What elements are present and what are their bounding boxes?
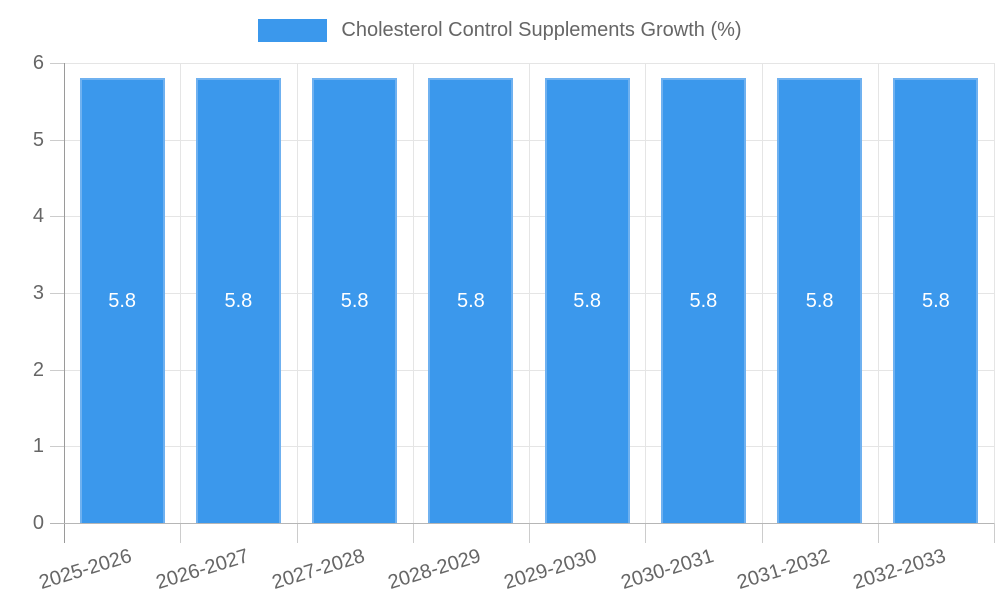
x-tick-label: 2026-2027 <box>153 544 252 594</box>
x-tick-label: 2025-2026 <box>36 544 135 594</box>
bar[interactable]: 5.8 <box>660 78 746 523</box>
y-axis-tick <box>50 139 64 141</box>
x-gridline <box>180 63 182 523</box>
bar-value-label: 5.8 <box>689 290 718 313</box>
bar-value-label: 5.8 <box>805 290 834 313</box>
chart-legend[interactable]: Cholesterol Control Supplements Growth (… <box>0 19 1000 42</box>
bar[interactable]: 5.8 <box>777 78 863 523</box>
x-tick-label: 2029-2030 <box>501 544 600 594</box>
bar-value-label: 5.8 <box>108 290 137 313</box>
x-axis-tick <box>180 523 182 543</box>
y-tick-label: 2 <box>32 358 44 381</box>
x-gridline <box>761 63 763 523</box>
x-axis-line <box>50 523 994 524</box>
y-tick-label: 1 <box>32 435 44 458</box>
legend-swatch <box>258 19 328 42</box>
y-axis-tick <box>50 369 64 371</box>
x-tick-label: 2030-2031 <box>618 544 717 594</box>
y-tick-label: 6 <box>32 52 44 74</box>
bar-value-label: 5.8 <box>224 290 253 313</box>
bar[interactable]: 5.8 <box>312 78 398 523</box>
bar-value-label: 5.8 <box>456 290 485 313</box>
y-tick-label: 4 <box>32 205 44 228</box>
x-gridline <box>412 63 414 523</box>
y-axis-tick <box>50 63 64 64</box>
x-gridline <box>645 63 647 523</box>
x-gridline <box>994 63 995 523</box>
y-tick-label: 0 <box>32 512 44 534</box>
bar-value-label: 5.8 <box>340 290 369 313</box>
x-tick-label: 2032-2033 <box>850 544 949 594</box>
x-axis-tick <box>994 523 995 543</box>
y-axis-tick <box>50 293 64 294</box>
x-axis-tick <box>645 523 647 543</box>
bar[interactable]: 5.8 <box>428 78 514 523</box>
y-axis-line <box>64 63 65 543</box>
bar[interactable]: 5.8 <box>79 78 165 523</box>
legend-title-label: Cholesterol Control Supplements Growth (… <box>341 19 742 41</box>
x-axis-tick <box>412 523 414 543</box>
x-axis-tick <box>529 523 530 543</box>
x-tick-label: 2027-2028 <box>269 544 368 594</box>
bar-value-label: 5.8 <box>573 290 602 313</box>
x-tick-label: 2031-2032 <box>734 544 833 594</box>
y-axis-tick <box>50 446 64 448</box>
x-axis-tick <box>296 523 298 543</box>
x-gridline <box>296 63 298 523</box>
bar[interactable]: 5.8 <box>893 78 979 523</box>
bar-value-label: 5.8 <box>921 290 950 313</box>
y-tick-label: 5 <box>32 128 44 151</box>
x-axis-tick <box>761 523 763 543</box>
bar[interactable]: 5.8 <box>544 78 630 523</box>
bar[interactable]: 5.8 <box>195 78 281 523</box>
y-tick-label: 3 <box>32 282 44 304</box>
x-tick-label: 2028-2029 <box>385 544 484 594</box>
x-gridline <box>877 63 879 523</box>
x-axis-tick <box>877 523 879 543</box>
y-axis-tick <box>50 216 64 218</box>
x-gridline <box>529 63 530 523</box>
